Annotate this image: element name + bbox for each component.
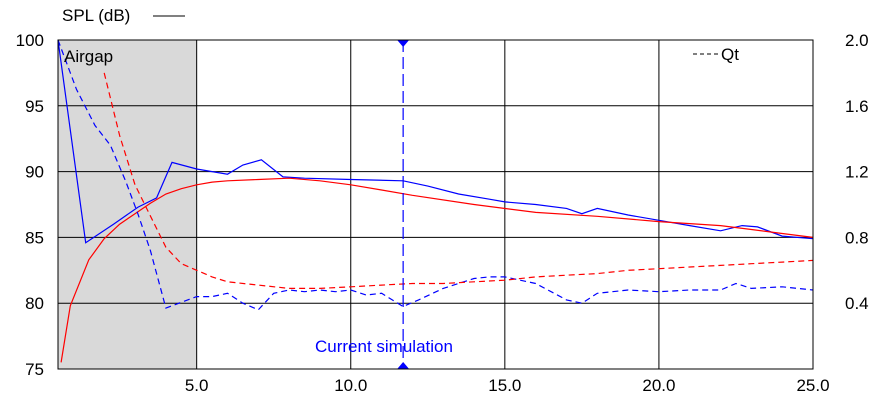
x-tick-label: 20.0 <box>642 376 675 395</box>
left-y-tick-label: 85 <box>25 228 44 247</box>
airgap-region-layer <box>58 40 197 369</box>
right-y-tick-label: 0.8 <box>845 228 869 247</box>
left-y-tick-label: 90 <box>25 163 44 182</box>
plot-frame <box>57 39 814 370</box>
right-y-tick-label: 0.4 <box>845 294 869 313</box>
x-tick-label: 5.0 <box>185 376 209 395</box>
right-y-tick-label: 1.2 <box>845 163 869 182</box>
left-y-tick-label: 100 <box>16 31 44 50</box>
x-tick-label: 25.0 <box>796 376 829 395</box>
red-solid-spl-series <box>60 177 814 363</box>
right-y-tick-label: 1.6 <box>845 97 869 116</box>
current-simulation-label[interactable]: Current simulation <box>315 337 453 356</box>
airgap-shaded-region <box>58 40 197 369</box>
blue-solid-spl-series <box>57 39 814 244</box>
marker-bottom-handle[interactable] <box>397 362 410 369</box>
grid-layer <box>58 40 813 369</box>
current-simulation-marker[interactable] <box>397 40 410 369</box>
marker-top-handle[interactable] <box>397 40 410 47</box>
red-dashed-qt-series <box>103 72 814 289</box>
left-y-tick-label: 80 <box>25 294 44 313</box>
left-y-tick-label: 95 <box>25 97 44 116</box>
series-layer <box>57 39 814 363</box>
right-axis-title: Qt <box>721 45 739 64</box>
blue-dashed-qt-series <box>57 39 814 311</box>
x-tick-label: 15.0 <box>488 376 521 395</box>
tick-labels-layer: 5.0 10.0 15.0 20.0 25.0 75 80 85 90 95 100 0.4 0.8 1.… <box>16 31 869 395</box>
left-y-tick-label: 75 <box>25 360 44 379</box>
x-tick-label: 10.0 <box>334 376 367 395</box>
right-y-tick-label: 2.0 <box>845 31 869 50</box>
airgap-label: Airgap <box>64 47 113 66</box>
left-axis-title: SPL (dB) <box>62 6 130 25</box>
